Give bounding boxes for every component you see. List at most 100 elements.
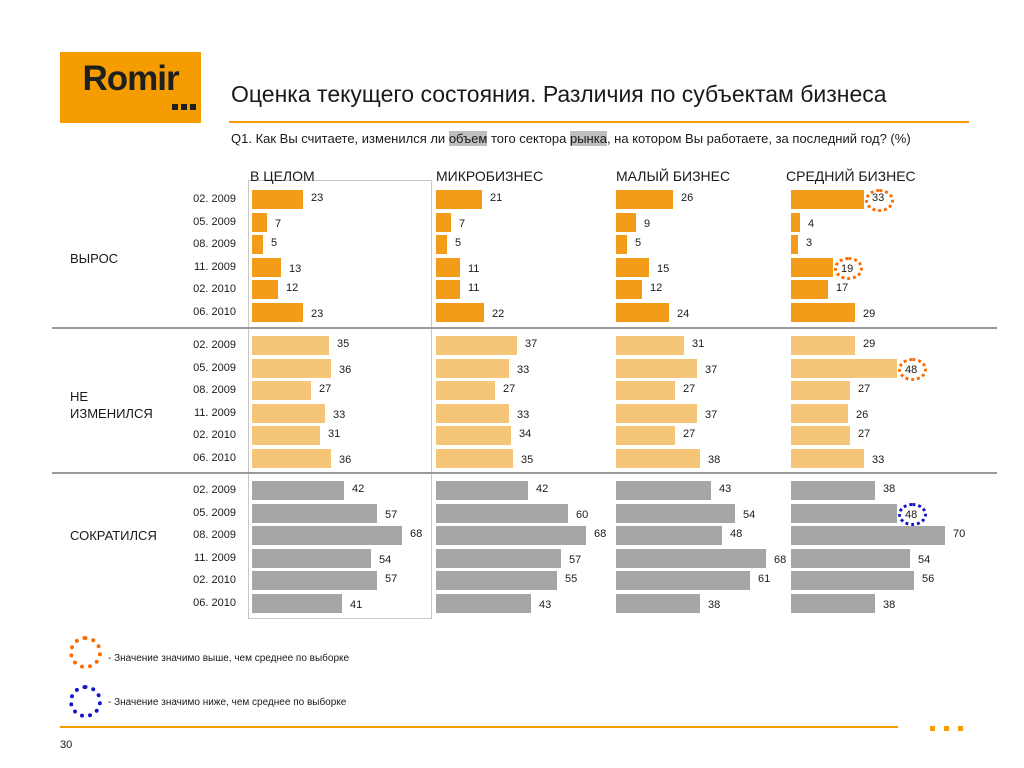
bar (436, 503, 568, 523)
significant-high-marker (865, 189, 894, 212)
bar (791, 381, 850, 401)
bar (436, 426, 511, 446)
panel-title: МИКРОБИЗНЕС (436, 168, 544, 184)
bar (252, 212, 267, 232)
data-label: 35 (337, 338, 350, 350)
question-text: Q1. Как Вы считаете, изменился ли объем … (231, 131, 971, 147)
footer-line (60, 726, 898, 728)
data-label: 29 (863, 308, 876, 320)
panel-title: СРЕДНИЙ БИЗНЕС (786, 168, 916, 184)
title-underline (229, 121, 969, 123)
bar (616, 280, 642, 300)
question-part-1: Q1. Как Вы считаете, изменился ли (231, 131, 449, 146)
data-label: 24 (677, 308, 690, 320)
bar (252, 303, 303, 322)
data-label: 5 (271, 237, 278, 250)
data-label: 29 (863, 338, 876, 350)
bar (791, 548, 910, 568)
significant-high-marker (834, 256, 863, 280)
significant-high-legend-icon (69, 636, 102, 669)
bar (791, 257, 833, 277)
data-label: 33 (333, 408, 346, 421)
legend-low-text: - Значение значимо ниже, чем среднее по … (108, 697, 347, 708)
data-label: 7 (275, 217, 282, 230)
data-label: 26 (681, 192, 694, 204)
period-label: 02. 2010 (193, 574, 236, 587)
data-label: 27 (683, 383, 696, 396)
data-label: 38 (883, 599, 896, 611)
data-label: 17 (836, 282, 849, 295)
data-label: 38 (883, 483, 896, 495)
data-label: 57 (385, 508, 398, 521)
group-label: НЕ ИЗМЕНИЛСЯ (70, 389, 153, 421)
bar (252, 594, 342, 613)
bar (252, 403, 325, 423)
data-label: 22 (492, 308, 505, 320)
bar (436, 571, 557, 591)
data-label: 55 (565, 573, 578, 586)
data-label: 36 (339, 454, 352, 466)
bar (436, 235, 447, 255)
data-label: 33 (872, 454, 885, 466)
data-label: 61 (758, 573, 771, 586)
question-highlight-market: рынка (569, 131, 607, 146)
period-label: 06. 2010 (193, 452, 236, 464)
period-label: 02. 2010 (193, 283, 236, 296)
period-label: 08. 2009 (193, 529, 236, 542)
bar (791, 190, 864, 209)
bar (616, 526, 722, 546)
group-label: СОКРАТИЛСЯ (70, 528, 157, 543)
period-label: 05. 2009 (193, 215, 236, 228)
data-label: 37 (705, 363, 718, 376)
data-label: 68 (410, 528, 423, 541)
data-label: 56 (922, 573, 935, 586)
bar (791, 358, 897, 378)
period-label: 02. 2009 (193, 193, 236, 205)
bar (436, 212, 451, 232)
bar (791, 336, 855, 355)
logo-text: Romir (82, 59, 179, 98)
period-label: 05. 2009 (193, 506, 236, 519)
bar (791, 481, 875, 500)
data-label: 37 (705, 408, 718, 421)
group-separator (52, 472, 997, 474)
bar (436, 381, 495, 401)
bar (436, 303, 484, 322)
bar (616, 336, 684, 355)
bar (791, 571, 914, 591)
data-label: 5 (455, 237, 462, 250)
data-label: 13 (289, 262, 302, 275)
significant-high-marker (898, 357, 927, 381)
data-label: 21 (490, 192, 503, 204)
bar (436, 449, 513, 468)
bar (252, 571, 377, 591)
bar (436, 481, 528, 500)
bar (616, 481, 711, 500)
data-label: 43 (539, 599, 552, 611)
bar (252, 449, 331, 468)
bar (616, 594, 700, 613)
data-label: 27 (858, 428, 871, 441)
bar (252, 481, 344, 500)
period-label: 05. 2009 (193, 361, 236, 374)
data-label: 3 (806, 237, 813, 250)
data-label: 43 (719, 483, 732, 495)
data-label: 11 (468, 282, 480, 295)
bar (252, 257, 281, 277)
question-part-3: , на котором Вы работаете, за последний … (606, 131, 911, 146)
bar (791, 280, 828, 300)
data-label: 68 (774, 553, 787, 566)
data-label: 31 (328, 428, 341, 441)
data-label: 41 (350, 599, 363, 611)
data-label: 33 (517, 408, 530, 421)
data-label: 57 (385, 573, 398, 586)
bar (791, 303, 855, 322)
bar (252, 503, 377, 523)
data-label: 42 (352, 483, 365, 495)
bar (616, 358, 697, 378)
data-label: 68 (594, 528, 607, 541)
panel-title: В ЦЕЛОМ (250, 168, 315, 184)
bar (791, 503, 897, 523)
data-label: 37 (525, 338, 538, 350)
data-label: 54 (743, 508, 756, 521)
